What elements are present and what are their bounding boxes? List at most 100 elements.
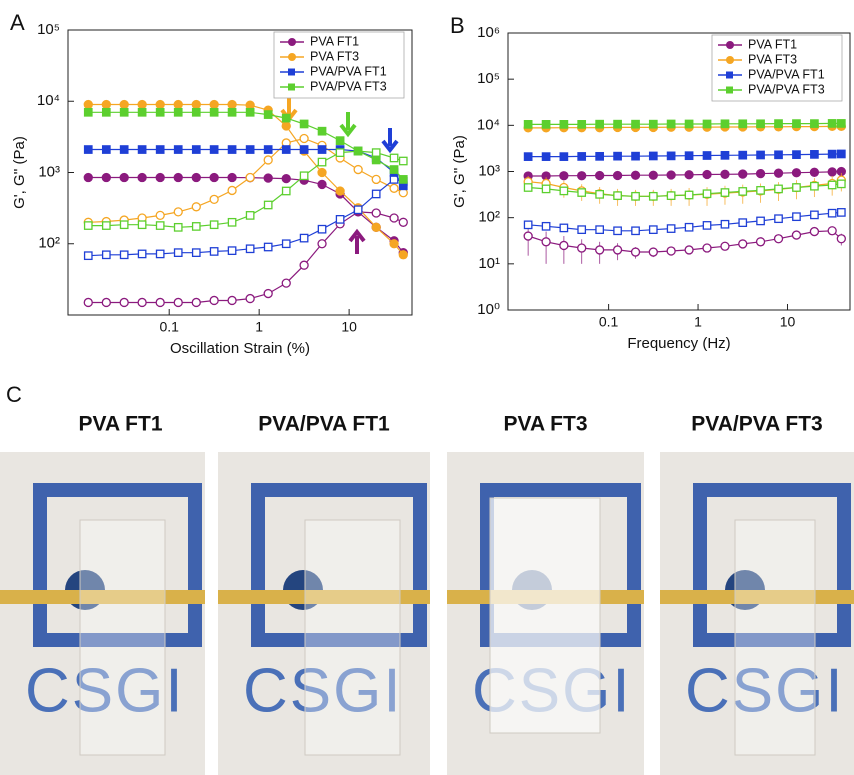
point	[541, 152, 551, 161]
point	[263, 288, 273, 299]
legend-marker	[726, 41, 734, 49]
point	[119, 107, 129, 117]
point	[335, 186, 345, 196]
point	[755, 168, 766, 179]
point	[523, 231, 533, 241]
point	[227, 246, 237, 256]
point	[612, 170, 623, 181]
point	[810, 150, 819, 159]
point	[101, 297, 111, 308]
point	[353, 146, 363, 156]
point	[137, 220, 147, 230]
point	[281, 173, 291, 184]
x-tick-label: 10	[780, 314, 796, 330]
point	[738, 150, 748, 160]
point	[281, 145, 291, 154]
point	[792, 119, 801, 128]
point	[738, 169, 748, 179]
point	[738, 218, 748, 227]
x-tick-label: 0.1	[599, 314, 619, 330]
point	[191, 107, 201, 117]
point	[613, 191, 622, 200]
point	[281, 113, 291, 123]
point	[227, 172, 237, 183]
x-tick-label: 1	[255, 319, 263, 335]
point	[227, 107, 237, 117]
point	[209, 107, 219, 117]
point	[227, 145, 237, 154]
point	[684, 170, 694, 180]
point	[398, 217, 408, 227]
point	[209, 99, 219, 110]
point	[173, 207, 183, 217]
point	[773, 168, 784, 178]
point	[227, 217, 237, 227]
panel-letter: B	[450, 13, 465, 38]
photo-label: PVA/PVA FT1	[258, 413, 390, 436]
point	[263, 155, 273, 165]
point	[827, 180, 837, 190]
point	[613, 119, 622, 129]
photo-label: PVA/PVA FT3	[691, 413, 822, 436]
point	[666, 191, 676, 200]
gel-strip	[304, 519, 401, 756]
point	[371, 155, 381, 165]
point	[595, 245, 605, 255]
point	[809, 167, 820, 177]
point	[666, 151, 676, 161]
point	[299, 119, 309, 129]
rod	[0, 590, 205, 604]
y-tick-label: 10³	[478, 162, 500, 179]
point	[631, 191, 640, 201]
point	[191, 172, 201, 183]
point	[83, 145, 93, 154]
point	[792, 150, 801, 159]
point	[389, 165, 399, 174]
y-tick-label: 10¹	[478, 255, 500, 272]
point	[83, 251, 93, 261]
point	[720, 169, 730, 179]
photo: PVA/PVA FT3 CSGI	[660, 413, 854, 775]
point	[648, 170, 658, 180]
point	[389, 239, 399, 249]
point	[155, 145, 165, 154]
point	[83, 172, 93, 183]
y-tick-label: 10⁶	[477, 24, 500, 41]
point	[523, 183, 533, 192]
point	[209, 194, 219, 204]
point	[541, 184, 551, 194]
logo-square	[33, 483, 202, 647]
point	[191, 202, 201, 212]
x-tick-label: 10	[341, 319, 357, 335]
point	[559, 171, 569, 181]
series	[523, 166, 846, 264]
point	[155, 249, 165, 259]
point	[317, 224, 327, 234]
point	[353, 164, 363, 175]
point	[666, 119, 676, 129]
point	[227, 295, 237, 306]
point	[335, 136, 345, 145]
point	[191, 145, 201, 154]
point	[263, 173, 273, 183]
point	[371, 208, 381, 218]
point	[137, 249, 147, 259]
x-tick-label: 1	[694, 314, 702, 330]
point	[119, 172, 129, 183]
point	[119, 250, 129, 260]
point	[101, 107, 111, 117]
point	[738, 119, 748, 129]
point	[774, 119, 783, 128]
point	[398, 156, 408, 166]
photo-panel: PVA FT1CSGIPVA/PVA FT1CSGIPVA FT3CSGIPVA…	[0, 413, 854, 775]
point	[827, 167, 837, 177]
point	[173, 222, 183, 232]
point	[335, 148, 345, 157]
point	[101, 145, 111, 154]
photo-label: PVA FT1	[78, 413, 162, 436]
point	[612, 245, 623, 255]
point	[209, 145, 219, 154]
point	[702, 221, 712, 230]
point	[774, 184, 783, 194]
point	[595, 189, 605, 199]
